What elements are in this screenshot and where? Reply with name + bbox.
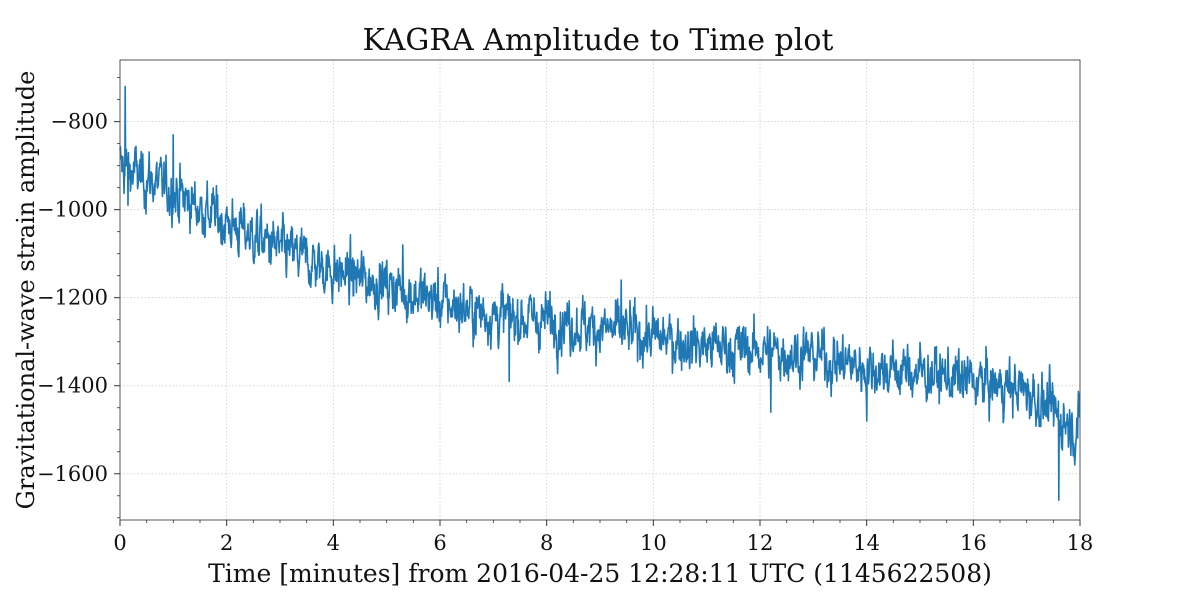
x-tick-label: 6 (433, 531, 446, 555)
x-tick-label: 2 (220, 531, 233, 555)
x-tick-label: 18 (1067, 531, 1094, 555)
x-tick-label: 14 (853, 531, 880, 555)
x-tick-label: 0 (113, 531, 126, 555)
series-layer (119, 85, 1081, 501)
chart-title: KAGRA Amplitude to Time plot (363, 23, 834, 58)
x-axis-label: Time [minutes] from 2016-04-25 12:28:11 … (208, 559, 992, 588)
y-tick-label: −1000 (37, 198, 108, 222)
x-tick-label: 10 (640, 531, 667, 555)
x-tick-label: 4 (327, 531, 340, 555)
grid-lines (119, 60, 1081, 520)
y-tick-label: −1200 (37, 286, 108, 310)
y-tick-label: −1400 (37, 374, 108, 398)
x-axis: 0 2 4 6 8 10 12 14 16 18 (113, 520, 1093, 555)
x-tick-label: 12 (747, 531, 774, 555)
y-tick-label: −800 (50, 110, 108, 134)
x-tick-label: 8 (540, 531, 553, 555)
y-axis: −800 −1000 −1200 −1400 −1600 (37, 77, 120, 519)
strain-amplitude-series-line (119, 85, 1081, 501)
y-tick-label: −1600 (37, 462, 108, 486)
x-tick-label: 16 (960, 531, 987, 555)
y-axis-label: Gravitational-wave strain amplitude (12, 71, 40, 510)
